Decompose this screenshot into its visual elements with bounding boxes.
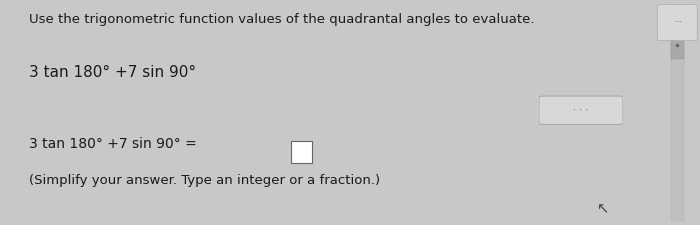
Text: Use the trigonometric function values of the quadrantal angles to evaluate.: Use the trigonometric function values of… — [29, 14, 535, 27]
FancyBboxPatch shape — [671, 4, 684, 220]
Text: ↗: ↗ — [594, 199, 610, 212]
FancyBboxPatch shape — [291, 141, 312, 163]
Text: ⋯: ⋯ — [673, 20, 680, 25]
Text: (Simplify your answer. Type an integer or a fraction.): (Simplify your answer. Type an integer o… — [29, 174, 381, 187]
Text: 3 tan 180° +7 sin 90°: 3 tan 180° +7 sin 90° — [29, 65, 197, 80]
Text: 3 tan 180° +7 sin 90° =: 3 tan 180° +7 sin 90° = — [29, 137, 197, 151]
FancyBboxPatch shape — [657, 4, 697, 40]
FancyBboxPatch shape — [539, 96, 623, 124]
Text: · · ·: · · · — [573, 105, 589, 115]
FancyBboxPatch shape — [671, 9, 684, 58]
